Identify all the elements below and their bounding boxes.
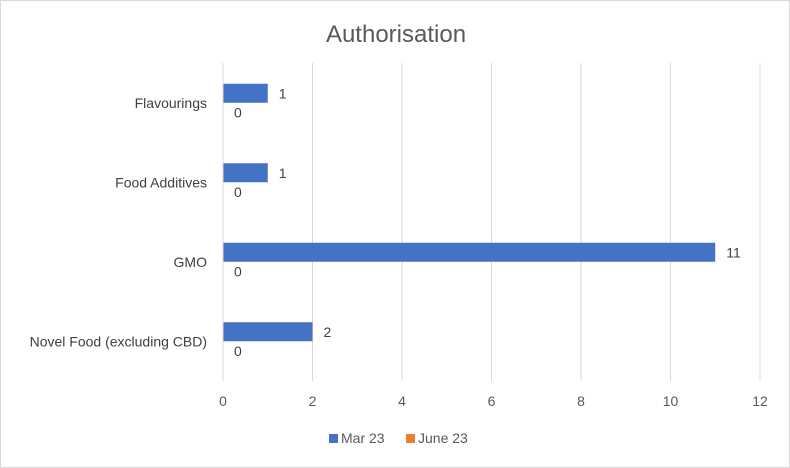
legend-label: Mar 23: [341, 430, 385, 446]
x-tick-label: 8: [577, 393, 585, 409]
gridlines: [312, 63, 761, 381]
bar-mar-23: [223, 322, 313, 342]
data-labels: 1 0 1 0 11 0 2 0: [234, 85, 741, 359]
data-label: 2: [324, 324, 332, 340]
data-label: 0: [234, 263, 242, 279]
x-tick-label: 4: [398, 393, 406, 409]
data-label: 1: [279, 165, 287, 181]
x-axis-ticks: 0 2 4 6 8 10 12: [219, 393, 768, 409]
data-label: 0: [234, 184, 242, 200]
category-label: Novel Food (excluding CBD): [30, 333, 207, 349]
bar-mar-23: [223, 163, 268, 183]
x-tick-label: 2: [309, 393, 317, 409]
category-label: Food Additives: [115, 174, 207, 190]
bar-mar-23: [223, 83, 268, 103]
bars: [223, 83, 716, 342]
data-label: 11: [726, 244, 741, 260]
data-label: 1: [279, 85, 287, 101]
x-tick-label: 6: [488, 393, 496, 409]
legend-swatch: [329, 434, 338, 443]
x-tick-label: 10: [663, 393, 679, 409]
category-labels: Flavourings Food Additives GMO Novel Food (…: [30, 95, 208, 350]
legend-swatch: [406, 434, 415, 443]
x-tick-label: 0: [219, 393, 227, 409]
bar-mar-23: [223, 242, 716, 262]
legend: Mar 23 June 23: [329, 430, 468, 446]
data-label: 0: [234, 343, 242, 359]
chart-title: Authorisation: [326, 21, 466, 48]
x-tick-label: 12: [752, 393, 768, 409]
category-label: Flavourings: [135, 95, 207, 111]
legend-label: June 23: [418, 430, 468, 446]
category-label: GMO: [174, 254, 208, 270]
data-label: 0: [234, 104, 242, 120]
